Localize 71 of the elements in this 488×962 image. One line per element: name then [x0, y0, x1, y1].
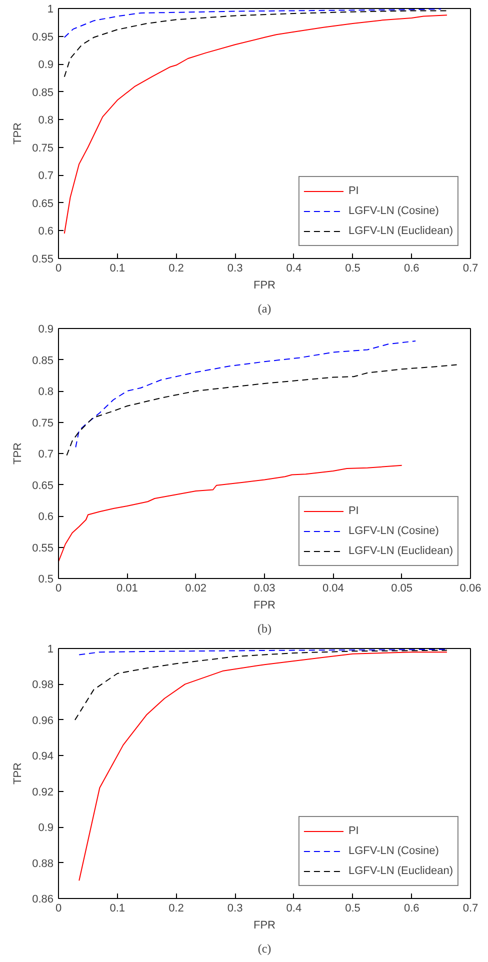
- x-tick-label: 0.4: [286, 262, 302, 274]
- y-tick-label: 0.6: [38, 511, 54, 523]
- x-tick-label: 0.7: [462, 262, 478, 274]
- y-tick-label: 0.65: [32, 480, 54, 492]
- y-tick-label: 0.96: [32, 714, 54, 727]
- x-tick-label: 0.3: [227, 262, 243, 274]
- text: (c): [258, 942, 272, 956]
- y-tick-label: 0.98: [32, 679, 54, 692]
- y-tick-label: 0.94: [32, 750, 54, 763]
- y-tick-label: 0.8: [38, 114, 54, 127]
- legend-label: LGFV-LN (Euclidean): [348, 544, 453, 558]
- y-tick-label: 0.88: [32, 858, 54, 870]
- x-tick-label: 0.04: [322, 582, 344, 594]
- y-tick-label: 0.9: [38, 59, 54, 72]
- x-tick-label: 0: [55, 262, 62, 274]
- x-tick-label: 0: [55, 582, 62, 594]
- line-series: [64, 8, 442, 38]
- x-axis-title: FPR: [254, 280, 276, 292]
- y-tick-label: 0.55: [32, 254, 54, 266]
- x-tick-label: 0.03: [254, 582, 276, 594]
- text: (b): [258, 622, 272, 636]
- x-tick-label: 0.6: [404, 262, 420, 274]
- x-tick-label: 0.2: [168, 902, 184, 914]
- x-tick-label: 0.01: [116, 582, 138, 594]
- x-tick-label: 0.05: [391, 582, 413, 594]
- y-tick-label: 0.9: [38, 324, 54, 336]
- y-tick-label: 0.95: [32, 31, 54, 44]
- legend-label: LGFV-LN (Cosine): [348, 524, 439, 538]
- x-tick-label: 0: [55, 902, 62, 914]
- x-tick-label: 0.5: [345, 902, 360, 914]
- text: (a): [258, 302, 272, 316]
- x-tick-label: 0.3: [227, 902, 243, 914]
- x-tick-label: 0.06: [460, 582, 482, 594]
- y-tick-label: 0.55: [32, 542, 54, 554]
- x-tick-label: 0.4: [286, 902, 302, 914]
- x-tick-label: 0.02: [185, 582, 207, 594]
- x-axis-title: FPR: [254, 600, 276, 612]
- x-tick-label: 0.7: [462, 902, 478, 914]
- legend-label: LGFV-LN (Cosine): [348, 204, 439, 218]
- y-tick-label: 0.6: [38, 226, 54, 238]
- y-tick-label: 0.75: [32, 142, 54, 154]
- legend-label: PI: [348, 824, 360, 838]
- y-tick-label: 1: [47, 4, 54, 16]
- x-tick-label: 0.1: [110, 262, 126, 274]
- y-tick-label: 0.75: [32, 417, 54, 430]
- y-axis-title: TPR: [12, 442, 24, 464]
- line-series: [66, 364, 458, 456]
- y-tick-label: 0.8: [38, 386, 54, 398]
- x-tick-label: 0.5: [345, 262, 360, 274]
- legend-label: PI: [348, 504, 360, 518]
- y-tick-label: 0.65: [32, 198, 54, 210]
- y-tick-label: 0.5: [38, 574, 54, 586]
- y-tick-label: 0.85: [32, 86, 54, 99]
- y-tick-label: 0.86: [32, 894, 54, 906]
- legend-label: LGFV-LN (Euclidean): [348, 864, 453, 878]
- y-tick-label: 0.85: [32, 354, 54, 367]
- x-tick-label: 0.1: [110, 902, 126, 914]
- x-tick-label: 0.6: [404, 902, 420, 914]
- x-tick-label: 0.2: [168, 262, 184, 274]
- y-tick-label: 0.9: [38, 822, 54, 834]
- legend-label: LGFV-LN (Cosine): [348, 844, 439, 858]
- y-axis-title: TPR: [12, 122, 24, 144]
- y-tick-label: 0.7: [38, 170, 54, 182]
- legend-label: LGFV-LN (Euclidean): [348, 224, 453, 238]
- legend-label: PI: [348, 184, 360, 198]
- y-tick-label: 1: [47, 644, 54, 656]
- y-axis-title: TPR: [12, 762, 24, 784]
- y-tick-label: 0.7: [38, 448, 54, 460]
- y-tick-label: 0.92: [32, 786, 54, 798]
- line-series: [75, 340, 416, 448]
- x-axis-title: FPR: [254, 920, 276, 932]
